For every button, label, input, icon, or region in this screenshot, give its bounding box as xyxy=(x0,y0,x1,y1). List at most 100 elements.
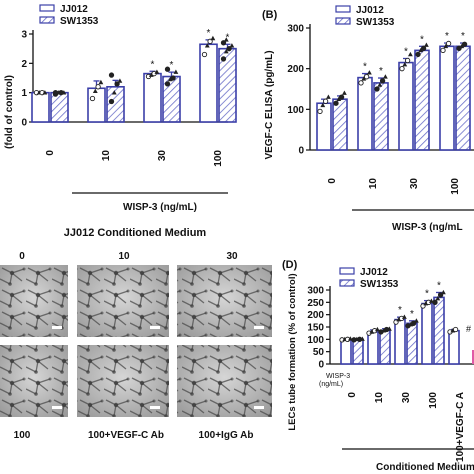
y-tick-label: 100 xyxy=(307,335,324,346)
data-point xyxy=(111,90,117,95)
x-tick-label-30: 30 xyxy=(401,392,412,404)
bar-jj012-30 xyxy=(398,61,414,151)
data-point xyxy=(42,90,48,95)
data-point xyxy=(379,78,386,84)
data-point xyxy=(432,299,438,305)
y-tick-label: 150 xyxy=(307,323,324,334)
y-tick-label: 300 xyxy=(287,24,304,35)
data-point xyxy=(441,289,446,295)
data-point xyxy=(220,40,227,46)
scale-bar xyxy=(52,406,62,409)
bar-sw1353-100 xyxy=(433,296,445,365)
significance-star: * xyxy=(207,28,211,39)
data-point xyxy=(92,88,98,93)
significance-star: * xyxy=(379,66,383,77)
data-point xyxy=(164,66,171,72)
panel-c-micrographs: JJ012 Conditioned Medium 0 10 30 100 xyxy=(0,227,272,441)
panel-b-y-axis-label: VEGF-C ELISA (pg/mL) xyxy=(264,50,275,159)
data-point xyxy=(399,66,405,72)
data-point xyxy=(342,90,347,95)
panel-b-x-group-label: WISP-3 (ng/mL xyxy=(392,222,463,233)
data-point xyxy=(108,98,115,105)
panel-c-label-30: 30 xyxy=(226,251,238,262)
data-point xyxy=(207,38,213,44)
data-point xyxy=(326,94,331,99)
micrograph-0 xyxy=(0,265,68,337)
significance-star: * xyxy=(151,59,155,70)
data-point xyxy=(440,47,446,54)
y-tick-label: 3 xyxy=(21,30,27,41)
data-point xyxy=(114,81,120,87)
micrograph-10 xyxy=(77,265,169,337)
x-tick-label-30: 30 xyxy=(157,150,168,162)
legend-label-sw1353: SW1353 xyxy=(356,17,395,28)
panel-d-x-group-label: Conditioned Medium xyxy=(376,462,474,473)
bar-sw1353-0 xyxy=(332,98,348,151)
data-point xyxy=(387,326,392,331)
micrograph-100-vegfc-ab xyxy=(77,345,169,417)
bar-sw1353-10 xyxy=(373,82,389,151)
scale-bar xyxy=(150,326,160,329)
y-tick-label: 200 xyxy=(307,310,324,321)
bar-jj012-0 xyxy=(340,338,352,365)
micrograph-100-igg-ab xyxy=(177,345,272,417)
data-point xyxy=(154,69,160,74)
data-point xyxy=(383,74,388,79)
data-point xyxy=(333,100,339,106)
data-point xyxy=(220,56,227,62)
data-point xyxy=(148,72,154,77)
panel-a-legend: JJ012 SW1353 xyxy=(39,4,99,27)
bar-jj012-10 xyxy=(367,331,379,365)
bar-jj012-10 xyxy=(87,87,106,123)
bar-sw1353-0 xyxy=(50,91,69,123)
y-tick-label: 250 xyxy=(307,298,324,309)
y-tick-label: 50 xyxy=(313,347,325,358)
data-point xyxy=(61,90,67,95)
micrograph-100 xyxy=(0,345,68,417)
x-tick-label-0: 0 xyxy=(347,392,358,398)
data-point xyxy=(108,72,115,78)
data-point xyxy=(377,82,383,87)
data-point xyxy=(402,314,407,319)
scale-bar xyxy=(254,326,264,329)
data-point xyxy=(223,49,229,54)
x-tick-label-10: 10 xyxy=(368,178,379,190)
data-point xyxy=(170,75,176,81)
legend-swatch-sw1353 xyxy=(335,17,351,25)
data-point xyxy=(424,42,429,47)
data-point xyxy=(363,74,370,80)
significance-star: * xyxy=(437,280,441,291)
data-point xyxy=(201,51,208,58)
significance-star: * xyxy=(420,34,424,45)
y-tick-label: 0 xyxy=(21,118,27,129)
significance-star: * xyxy=(404,47,408,58)
data-point xyxy=(98,79,104,85)
panel-c-label-0: 0 xyxy=(19,251,25,262)
significance-star: * xyxy=(425,289,429,300)
data-point xyxy=(414,318,419,323)
data-point xyxy=(204,43,210,48)
x-tick-label-100: 100 xyxy=(428,392,439,409)
significance-star: * xyxy=(445,31,449,42)
scale-bar xyxy=(52,326,62,329)
panel-b-chart: (B) JJ012 SW1353 VEGF-C ELISA (pg/mL) 0 1… xyxy=(262,5,474,233)
bar-jj012-100 xyxy=(421,302,433,365)
x-tick-label-100+VEGF-C A: 100+VEGF-C A xyxy=(455,392,466,462)
legend-label-sw1353: SW1353 xyxy=(360,279,399,290)
data-point xyxy=(404,57,411,64)
panel-b-plot: 0 100 200 300 0 * * 10 * * 30 * * 100 xyxy=(287,24,474,195)
data-point xyxy=(210,35,216,41)
data-point xyxy=(338,94,345,100)
data-point xyxy=(408,51,413,57)
legend-label-jj012: JJ012 xyxy=(60,4,88,15)
data-point xyxy=(452,326,459,333)
data-point xyxy=(402,62,408,67)
panel-c-title: JJ012 Conditioned Medium xyxy=(64,227,207,239)
data-point xyxy=(418,47,424,53)
x-tick-label-100: 100 xyxy=(450,178,461,195)
panel-d-wisp-label: WISP-3 xyxy=(326,373,350,380)
panel-c-label-100: 100 xyxy=(14,430,31,441)
